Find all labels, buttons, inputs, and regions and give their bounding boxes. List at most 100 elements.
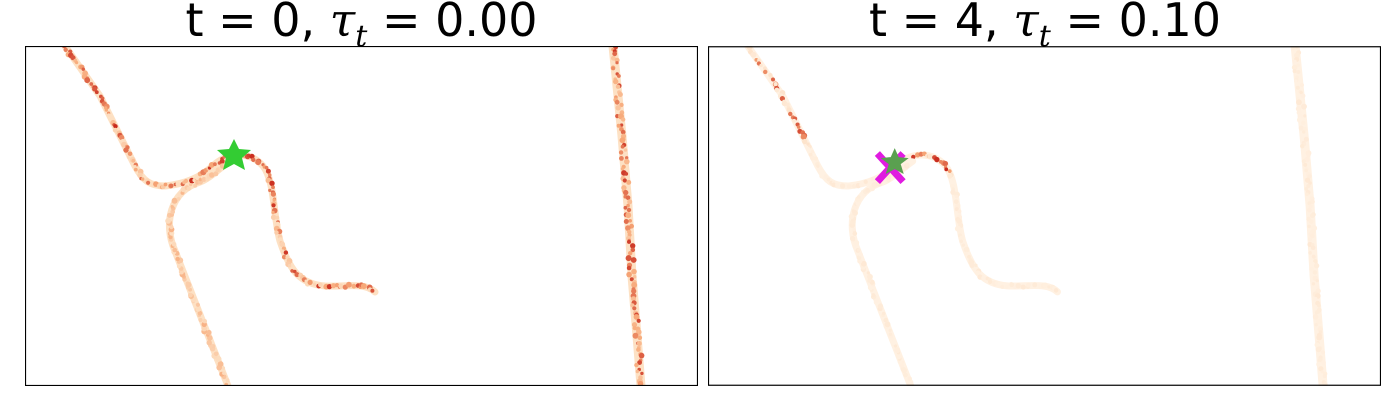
heat-dot [636, 341, 642, 346]
heat-dot [624, 172, 629, 176]
heat-dot [171, 197, 178, 204]
heat-dot [1315, 346, 1322, 353]
heat-dot [1295, 106, 1302, 112]
goal-star-marker [880, 148, 909, 175]
heat-dot [867, 278, 872, 283]
heat-dot [981, 275, 987, 281]
heat-dot [1020, 284, 1026, 290]
plot-border [25, 46, 698, 386]
heat-dot [615, 84, 621, 89]
heat-dot [956, 218, 962, 224]
heat-dot [351, 283, 357, 289]
heat-dot [251, 157, 256, 162]
heat-dot [277, 237, 283, 243]
heat-dot [1000, 284, 1005, 289]
heat-dot [867, 273, 873, 280]
heat-dot [771, 77, 776, 82]
heat-dot [1292, 59, 1297, 64]
heat-dot [1317, 303, 1321, 308]
tau-value: = 0.00 [381, 0, 538, 47]
heat-dot [1312, 270, 1317, 275]
heat-dot [1309, 266, 1314, 272]
heat-dot [881, 311, 886, 316]
heat-dot [1291, 64, 1298, 71]
heat-dot [1294, 52, 1300, 59]
heat-dot [1299, 82, 1305, 88]
heat-dot [183, 178, 189, 184]
heat-dot [851, 209, 856, 214]
heat-dot [274, 230, 279, 235]
heat-dot [630, 257, 637, 263]
heat-dot [927, 153, 933, 159]
heat-dot [863, 179, 868, 184]
heat-dot [944, 167, 949, 172]
heat-dot [330, 283, 337, 289]
heat-dot [215, 356, 222, 362]
heat-dot [195, 306, 201, 312]
heat-dot [614, 99, 620, 105]
heat-dot [1296, 70, 1301, 75]
heat-dot [1318, 366, 1324, 372]
heat-dot [632, 275, 637, 279]
heat-dot [627, 199, 633, 205]
heat-dot [810, 149, 815, 154]
heat-dot [860, 260, 867, 267]
heat-dot [175, 181, 181, 187]
heat-dot [206, 329, 212, 336]
lane-paths [61, 46, 646, 386]
heat-dot [294, 272, 300, 278]
heat-dot [1312, 255, 1316, 259]
heat-dot [957, 209, 962, 214]
lane-path-b [848, 157, 917, 386]
heat-dot [1302, 130, 1306, 134]
heat-dot [888, 332, 893, 336]
heat-dot [934, 156, 940, 163]
heat-dot [619, 123, 624, 127]
heat-dot [630, 247, 636, 253]
heat-dot [890, 339, 897, 346]
heat-dot [1301, 103, 1307, 110]
heat-dot [272, 198, 276, 202]
heat-dot [1303, 162, 1308, 167]
heat-dot [283, 250, 289, 255]
heat-dot [275, 215, 280, 220]
tau-symbol: τ [329, 0, 356, 47]
heat-dot [897, 359, 903, 365]
heat-dot [1304, 187, 1309, 191]
heat-dot [810, 155, 815, 161]
heat-dot [907, 154, 912, 158]
heat-dot [208, 162, 215, 168]
heat-dot [852, 244, 857, 249]
heat-dot [133, 167, 138, 172]
heat-dot [346, 281, 352, 288]
heat-dot [629, 277, 634, 282]
heat-dot [360, 283, 367, 290]
heat-dot [1309, 233, 1315, 239]
heat-dot [279, 241, 286, 248]
heat-dot [788, 111, 793, 117]
heat-dot [271, 185, 275, 190]
heat-dot [750, 51, 757, 58]
heat-dot [209, 172, 215, 178]
heat-dot [623, 189, 629, 196]
heat-dot [1315, 279, 1319, 283]
heat-dot [1310, 261, 1315, 267]
heat-dot [281, 254, 287, 260]
heat-dot [763, 69, 768, 75]
heat-dot [623, 219, 629, 224]
heat-dot [856, 195, 861, 199]
heat-dot [189, 183, 193, 187]
heat-dot [70, 55, 76, 61]
heat-dot [326, 284, 332, 290]
heat-dot [947, 173, 953, 179]
heat-dot [170, 209, 175, 215]
heat-dot [826, 177, 831, 182]
heat-dot [757, 58, 761, 63]
heat-dot [637, 335, 643, 341]
heat-dot [75, 61, 79, 65]
heat-dot [835, 182, 840, 187]
heat-dot [1301, 159, 1306, 164]
heat-dot [1294, 79, 1298, 83]
heat-dot [170, 204, 174, 209]
heat-dot [1303, 136, 1309, 142]
